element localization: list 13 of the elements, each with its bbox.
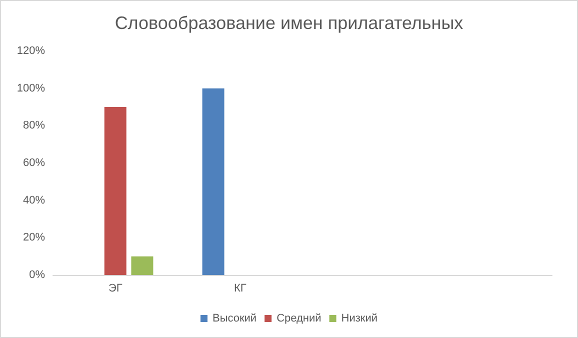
legend-label: Низкий — [341, 312, 378, 324]
legend-label: Высокий — [212, 312, 257, 324]
y-tick-label: 60% — [22, 157, 46, 169]
y-tick-label: 80% — [22, 120, 46, 132]
legend-label: Средний — [276, 312, 322, 324]
y-tick-label: 100% — [16, 82, 46, 94]
y-tick-label: 40% — [22, 194, 46, 206]
y-tick-label: 20% — [22, 232, 46, 244]
y-tick-label: 0% — [29, 269, 46, 281]
y-tick-label: 120% — [16, 45, 46, 57]
x-tick-label: КГ — [234, 282, 246, 294]
x-tick-label: ЭГ — [108, 282, 122, 294]
chart-title: Словообразование имен прилагательных — [114, 13, 464, 33]
